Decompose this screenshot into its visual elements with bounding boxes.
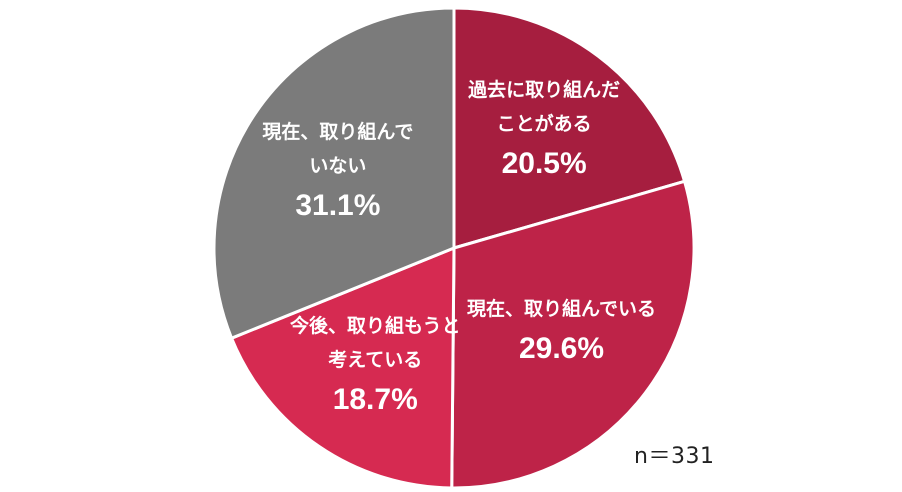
slice-percent-past: 20.5% — [501, 147, 587, 181]
sample-size-note: n＝331 — [634, 444, 715, 469]
pie-slice-current — [450, 179, 696, 490]
pie-slice-not-engaged — [212, 6, 456, 340]
slice-label-past: 過去に取り組んだ ことがある 20.5% — [449, 73, 639, 183]
slice-label-not-engaged: 現在、取り組んで いない 31.1% — [233, 115, 443, 225]
slice-percent-future: 18.7% — [332, 382, 418, 416]
slice-label-future: 今後、取り組もうと 考えている 18.7% — [265, 309, 485, 419]
slice-label-current: 現在、取り組んでいる 29.6% — [432, 292, 692, 368]
slice-name-current: 現在、取り組んでいる — [466, 297, 657, 320]
slice-percent-current: 29.6% — [518, 331, 605, 365]
pie-slice-past — [452, 6, 687, 250]
slice-name-future: 今後、取り組もうと 考えている — [290, 314, 461, 371]
slice-name-not-engaged: 現在、取り組んで いない — [262, 120, 414, 177]
slice-name-past: 過去に取り組んだ ことがある — [468, 79, 621, 136]
slice-percent-not-engaged: 31.1% — [295, 188, 381, 222]
pie-slice-future — [230, 246, 456, 490]
